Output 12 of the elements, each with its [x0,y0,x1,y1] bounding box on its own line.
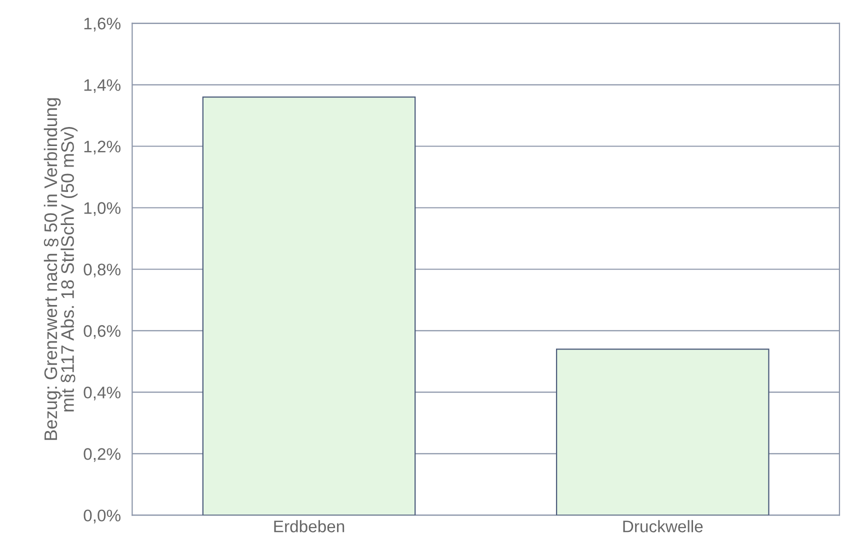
y-tick-label: 1,2% [84,140,120,154]
y-tick-label: 0,6% [84,325,120,339]
x-tick-label: Erdbeben [274,520,344,532]
y-tick-label: 0,0% [84,510,120,524]
y-tick-label: 0,8% [84,264,120,278]
y-axis-title: Bezug: Grenzwert nach § 50 in Verbindung mit §117 Abs. 18 StrlSchV (50 mSv) [44,98,78,440]
y-tick-label: 1,0% [84,202,120,216]
y-tick-label: 1,4% [84,79,120,93]
y-tick-label: 0,2% [84,448,120,462]
y-tick-label: 1,6% [84,18,120,32]
y-tick-label: 0,4% [84,386,120,400]
x-tick-label: Druckwelle [623,520,703,532]
